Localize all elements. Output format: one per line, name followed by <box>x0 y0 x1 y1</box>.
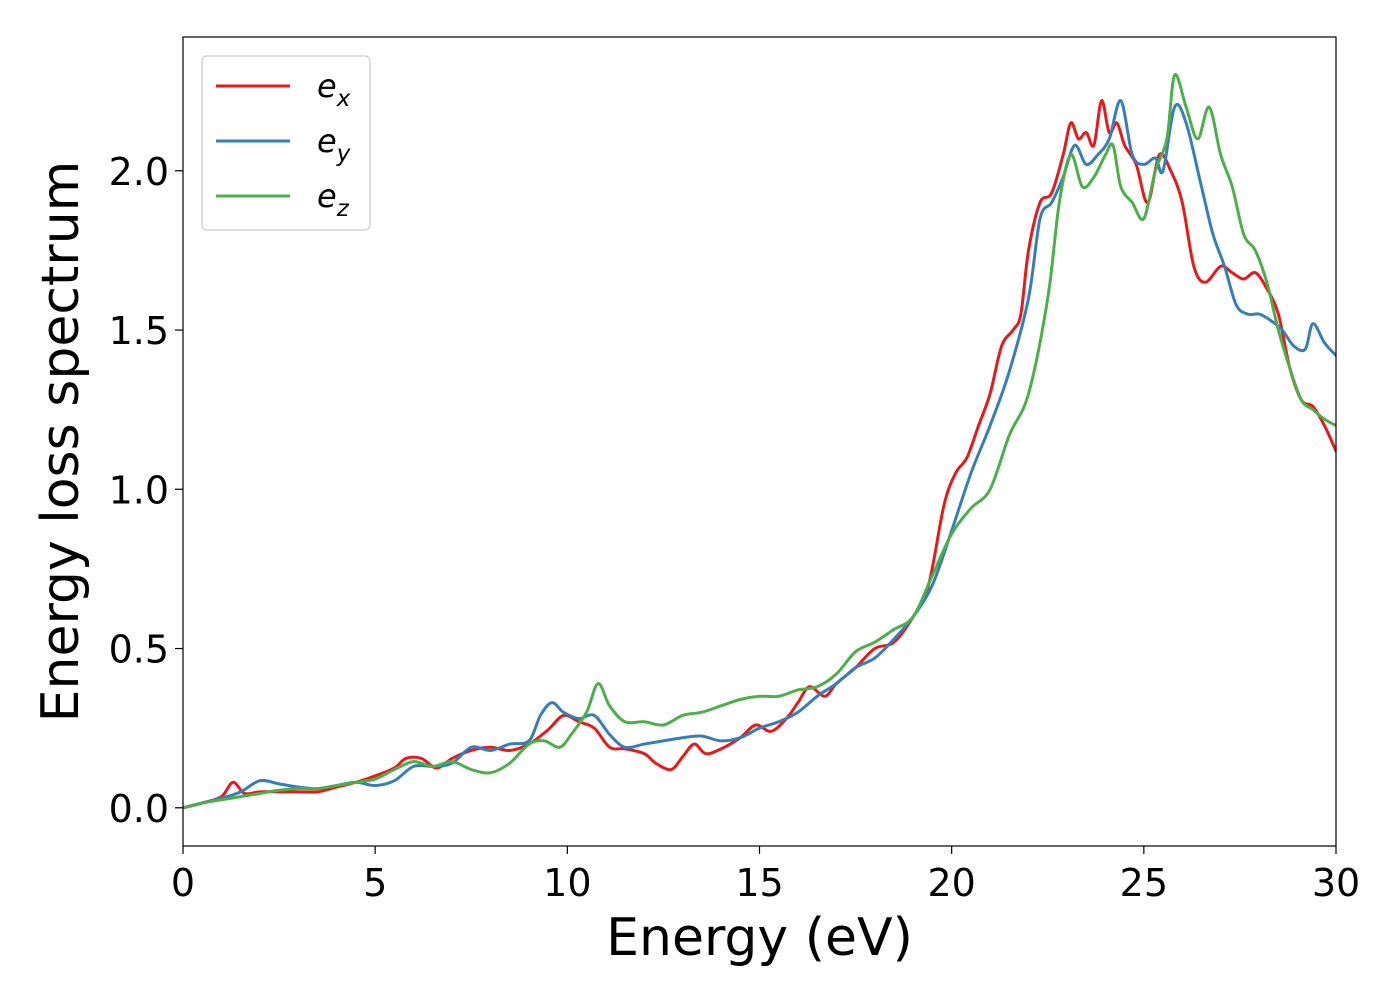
x-axis-label: Energy (eV) <box>606 908 913 968</box>
y-axis: 0.0 0.5 1.0 1.5 2.0 <box>109 150 183 831</box>
x-tick-label: 30 <box>1312 861 1360 905</box>
y-tick-label: 1.0 <box>109 468 169 512</box>
legend-box <box>201 55 371 231</box>
legend: ex ey ez <box>201 55 371 231</box>
x-tick-label: 25 <box>1120 861 1168 905</box>
y-tick-label: 0.5 <box>109 628 169 672</box>
x-axis: 0 5 10 15 20 25 30 <box>171 846 1360 905</box>
x-tick-label: 20 <box>927 861 975 905</box>
legend-label-e-y: ey <box>317 122 351 167</box>
legend-label-e-z: ez <box>317 177 350 222</box>
y-axis-label: Energy loss spectrum <box>31 161 91 723</box>
x-tick-label: 0 <box>171 861 195 905</box>
y-tick-label: 0.0 <box>109 787 169 831</box>
x-tick-label: 5 <box>363 861 387 905</box>
series-line-e-z <box>183 73 1336 810</box>
x-tick-label: 15 <box>735 861 783 905</box>
series-line-e-y <box>183 99 1336 810</box>
x-tick-label: 10 <box>543 861 591 905</box>
y-tick-label: 2.0 <box>109 150 169 194</box>
series-layer <box>183 73 1336 810</box>
y-tick-label: 1.5 <box>109 309 169 353</box>
legend-label-e-x: ex <box>317 67 351 112</box>
